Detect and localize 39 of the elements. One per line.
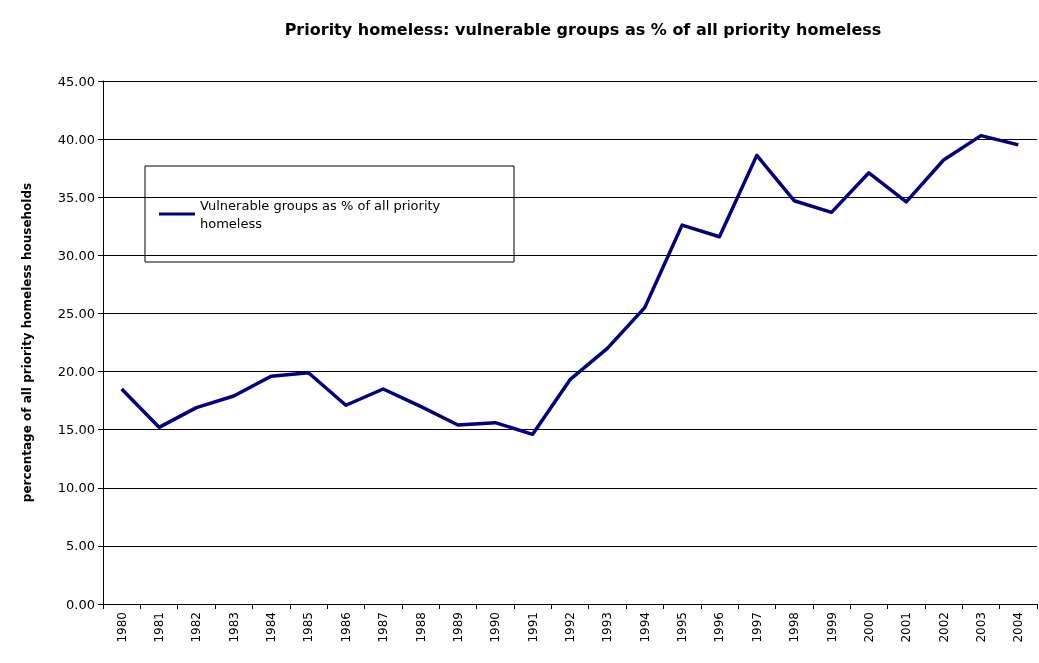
x-tick-label: 1986 (338, 612, 353, 643)
x-tick-label: 1988 (413, 612, 428, 643)
x-tick-label: 1992 (563, 612, 577, 643)
y-tick-label: 35.00 (57, 189, 95, 205)
y-tick-label: 5.00 (66, 538, 95, 554)
x-tick-label: 1991 (525, 612, 540, 643)
y-tick-label: 45.00 (57, 73, 95, 89)
x-tick-label: 2004 (1011, 612, 1026, 643)
x-tick-label: 2001 (899, 612, 914, 643)
x-tick-label: 1995 (675, 612, 690, 643)
y-tick-label: 0.00 (66, 596, 95, 612)
y-tick-label: 15.00 (57, 422, 95, 438)
x-tick-label: 1999 (824, 612, 839, 643)
y-axis-title: percentage of all priority homeless households (20, 182, 34, 503)
x-tick-label: 1997 (749, 612, 764, 643)
x-tick-label: 1993 (600, 612, 615, 643)
x-tick-label: 2000 (861, 612, 876, 643)
x-tick-label: 1989 (450, 612, 465, 643)
x-tick-label: 2002 (936, 612, 951, 643)
x-tick-label: 1981 (152, 612, 167, 643)
x-tick-label: 1984 (264, 612, 279, 643)
x-tick-label: 1983 (226, 612, 241, 643)
x-tick-label: 1980 (114, 612, 129, 643)
line-series (119, 133, 1021, 437)
x-tick-label: 1996 (712, 612, 727, 643)
x-tick-label: 1982 (189, 612, 204, 643)
x-tick-label: 1994 (637, 612, 652, 643)
legend-label: Vulnerable groups as % of all priority homeless (200, 197, 445, 231)
x-tick-label: 1990 (488, 612, 503, 643)
x-tick-label: 2003 (973, 612, 988, 643)
y-tick-label: 10.00 (57, 480, 95, 496)
y-tick-label: 40.00 (57, 131, 95, 147)
x-tick-label: 1987 (376, 612, 391, 643)
x-tick-label: 1998 (787, 612, 802, 643)
y-tick-label: 30.00 (57, 247, 95, 263)
y-tick-label: 25.00 (57, 305, 95, 321)
x-tick-label: 1985 (301, 612, 316, 643)
y-tick-label: 20.00 (57, 364, 95, 380)
chart-title: Priority homeless: vulnerable groups as % of all priority homeless (284, 19, 882, 39)
